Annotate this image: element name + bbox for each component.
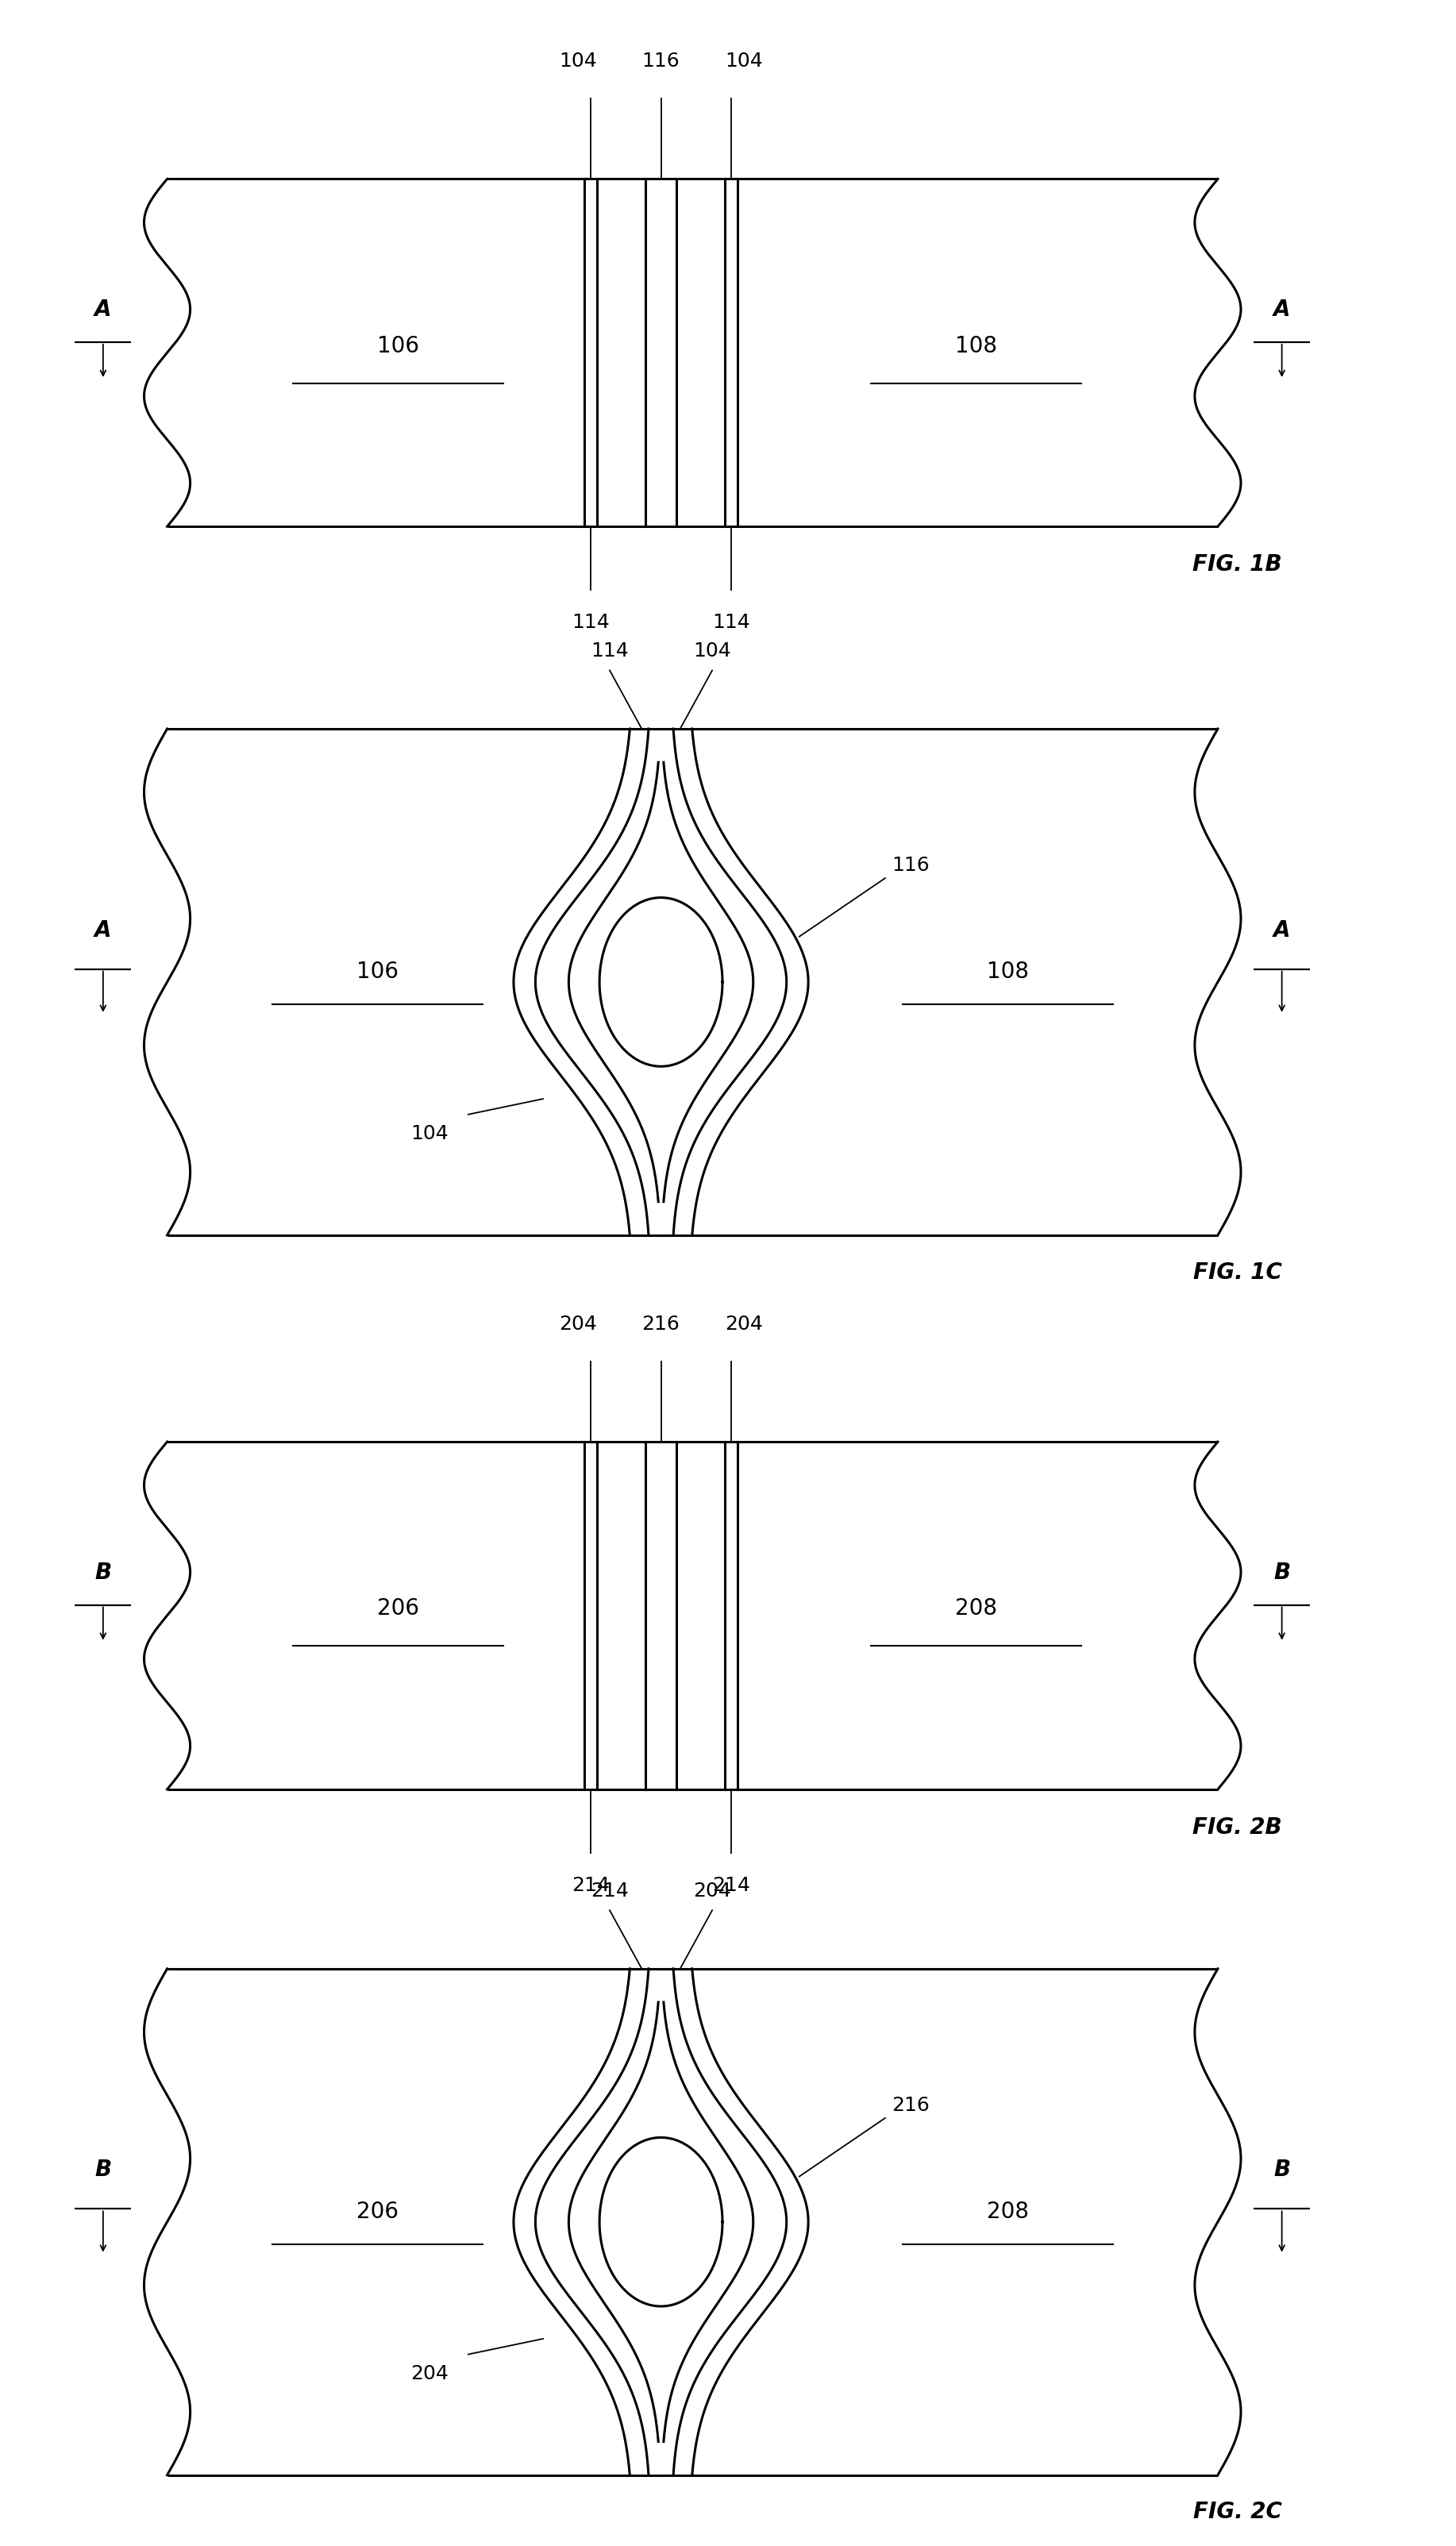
Text: 104: 104 xyxy=(559,51,597,71)
Text: 216: 216 xyxy=(891,2095,929,2116)
Text: 116: 116 xyxy=(642,51,680,71)
Text: 214: 214 xyxy=(571,1876,610,1894)
Text: B: B xyxy=(1274,2159,1290,2182)
Text: 214: 214 xyxy=(712,1876,750,1894)
Text: 114: 114 xyxy=(712,614,750,631)
Text: 206: 206 xyxy=(377,1596,419,1619)
Text: A: A xyxy=(1274,919,1290,942)
Text: 214: 214 xyxy=(591,1881,629,1899)
Text: 114: 114 xyxy=(591,642,629,659)
Text: 114: 114 xyxy=(572,614,610,631)
Text: 106: 106 xyxy=(357,960,399,983)
Text: 204: 204 xyxy=(693,1881,731,1899)
Text: 206: 206 xyxy=(357,2200,399,2223)
Text: 108: 108 xyxy=(955,334,997,356)
Text: FIG. 2C: FIG. 2C xyxy=(1192,2500,1281,2523)
Text: 208: 208 xyxy=(955,1596,997,1619)
Text: A: A xyxy=(1274,298,1290,321)
Text: 106: 106 xyxy=(377,334,419,356)
Text: B: B xyxy=(1274,1561,1290,1584)
Text: 204: 204 xyxy=(411,2365,448,2383)
Text: 104: 104 xyxy=(693,642,731,659)
Text: 204: 204 xyxy=(559,1314,597,1334)
Text: A: A xyxy=(95,919,112,942)
Text: 216: 216 xyxy=(642,1314,680,1334)
Text: 104: 104 xyxy=(411,1125,448,1143)
Text: B: B xyxy=(95,1561,112,1584)
Text: 116: 116 xyxy=(891,855,929,876)
Text: FIG. 1B: FIG. 1B xyxy=(1192,552,1281,575)
Text: 204: 204 xyxy=(725,1314,763,1334)
Text: 108: 108 xyxy=(987,960,1029,983)
Text: FIG. 2B: FIG. 2B xyxy=(1192,1815,1281,1838)
Text: A: A xyxy=(95,298,112,321)
Text: 104: 104 xyxy=(725,51,763,71)
Text: FIG. 1C: FIG. 1C xyxy=(1192,1260,1281,1283)
Text: B: B xyxy=(95,2159,112,2182)
Text: 208: 208 xyxy=(987,2200,1029,2223)
